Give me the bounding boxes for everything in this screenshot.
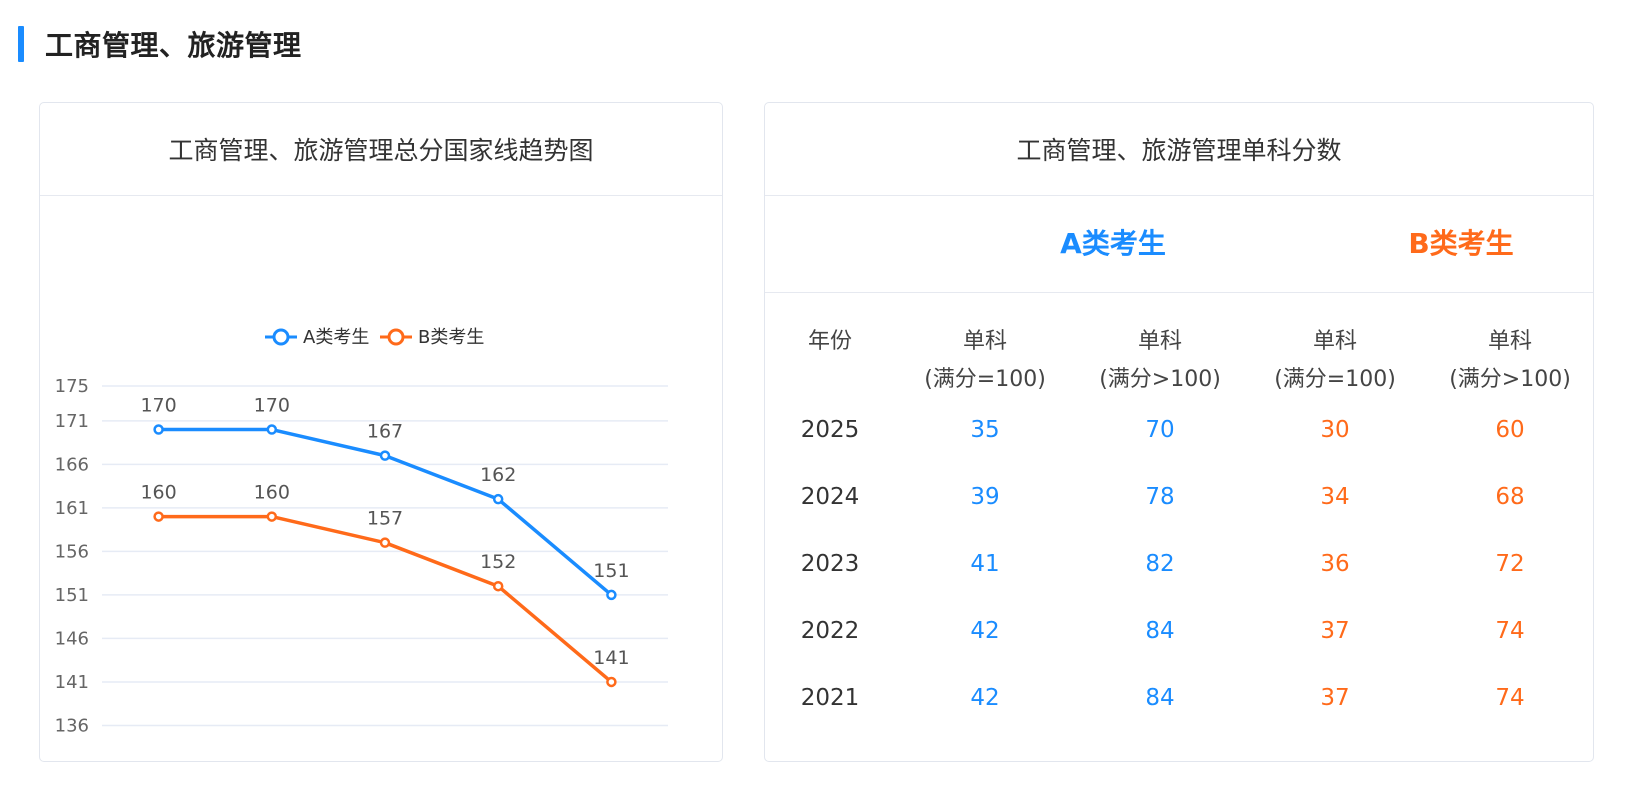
legend-label: A类考生 [303, 327, 369, 348]
score-cell: 78 [1145, 484, 1175, 510]
data-label: 141 [593, 647, 629, 669]
score-cell: 30 [1320, 417, 1350, 443]
col-header-line1: 单科 [1312, 329, 1357, 354]
score-cell: 35 [970, 417, 1000, 443]
data-point [266, 424, 278, 435]
data-point [379, 450, 391, 461]
score-cell: 39 [970, 484, 1000, 510]
col-header-line1: 年份 [807, 329, 852, 354]
group-label-a: A类考生 [1060, 227, 1166, 260]
data-point [153, 424, 164, 435]
data-label: 162 [480, 464, 516, 486]
data-label: 157 [367, 508, 403, 530]
data-label: 160 [254, 482, 290, 504]
table-card-title: 工商管理、旅游管理单科分数 [765, 103, 1593, 196]
data-point [266, 511, 278, 522]
trend-chart-card: 工商管理、旅游管理总分国家线趋势图 A类考生 B类考生 175 171 166 161 15… [39, 102, 723, 762]
score-cell: 42 [970, 685, 1000, 711]
score-cell: 84 [1145, 618, 1175, 644]
score-cell: 74 [1495, 685, 1525, 711]
chart-card-title: 工商管理、旅游管理总分国家线趋势图 [40, 103, 722, 196]
score-cell: 68 [1495, 484, 1525, 510]
section-accent-bar [18, 26, 24, 62]
data-point [606, 676, 617, 688]
y-tick-label: 166 [55, 454, 89, 475]
score-cell: 34 [1320, 484, 1350, 510]
score-cell: 37 [1320, 618, 1350, 644]
score-cell: 84 [1145, 685, 1175, 711]
score-cell: 82 [1145, 551, 1175, 577]
y-tick-label: 171 [55, 411, 89, 432]
score-cell: 36 [1320, 551, 1350, 577]
group-label-b: B类考生 [1408, 227, 1514, 260]
data-point [492, 493, 504, 505]
col-header-line2: (满分=100) [924, 367, 1046, 392]
y-tick-label: 141 [55, 672, 89, 693]
y-tick-label: 146 [55, 628, 89, 649]
score-cell: 37 [1320, 685, 1350, 711]
col-header-line2: (满分=100) [1274, 367, 1396, 392]
year-cell: 2024 [800, 484, 860, 510]
trend-line-chart: A类考生B类考生17517116616115615114614113613120… [55, 327, 668, 761]
score-cell: 41 [970, 551, 1000, 577]
y-tick-label: 151 [55, 585, 89, 606]
y-tick-label: 156 [55, 541, 89, 562]
data-point [606, 589, 617, 601]
year-cell: 2025 [800, 417, 860, 443]
col-header-line1: 单科 [1137, 329, 1182, 354]
data-label: 170 [254, 395, 290, 417]
data-point [492, 580, 504, 592]
score-table-card: 工商管理、旅游管理单科分数 A类考生 B类考生 年份 单科 (满分=100) 单… [764, 102, 1594, 762]
y-tick-label: 161 [55, 498, 89, 519]
data-label: 152 [480, 551, 516, 573]
score-cell: 60 [1495, 417, 1525, 443]
data-label: 167 [367, 421, 403, 443]
col-header-b-100: 单科 (满分=100) [1248, 323, 1422, 399]
section-header: 工商管理、旅游管理 [18, 24, 302, 64]
data-point [153, 511, 164, 522]
group-header-row: A类考生 B类考生 [765, 196, 1593, 293]
data-label: 160 [140, 482, 176, 504]
year-cell: 2021 [800, 685, 860, 711]
score-cell: 70 [1145, 417, 1175, 443]
y-tick-label: 175 [55, 376, 89, 397]
col-header-line1: 单科 [1487, 329, 1532, 354]
legend-marker [387, 328, 405, 346]
y-tick-label: 136 [55, 715, 89, 736]
year-cell: 2023 [800, 551, 860, 577]
score-cell: 72 [1495, 551, 1525, 577]
col-header-year: 年份 [743, 323, 917, 361]
data-label: 170 [140, 395, 176, 417]
legend-marker [272, 328, 290, 346]
legend-label: B类考生 [418, 327, 484, 348]
section-title: 工商管理、旅游管理 [45, 29, 302, 62]
col-header-a-over100: 单科 (满分>100) [1073, 323, 1247, 399]
col-header-line1: 单科 [962, 329, 1007, 354]
data-label: 151 [593, 560, 629, 582]
y-tick-label: 131 [55, 759, 89, 761]
data-point [379, 537, 391, 548]
score-cell: 74 [1495, 618, 1525, 644]
col-header-line2: (满分>100) [1099, 367, 1221, 392]
col-header-line2: (满分>100) [1449, 367, 1571, 392]
col-header-a-100: 单科 (满分=100) [898, 323, 1072, 399]
score-cell: 42 [970, 618, 1000, 644]
year-cell: 2022 [800, 618, 860, 644]
col-header-b-over100: 单科 (满分>100) [1423, 323, 1597, 399]
